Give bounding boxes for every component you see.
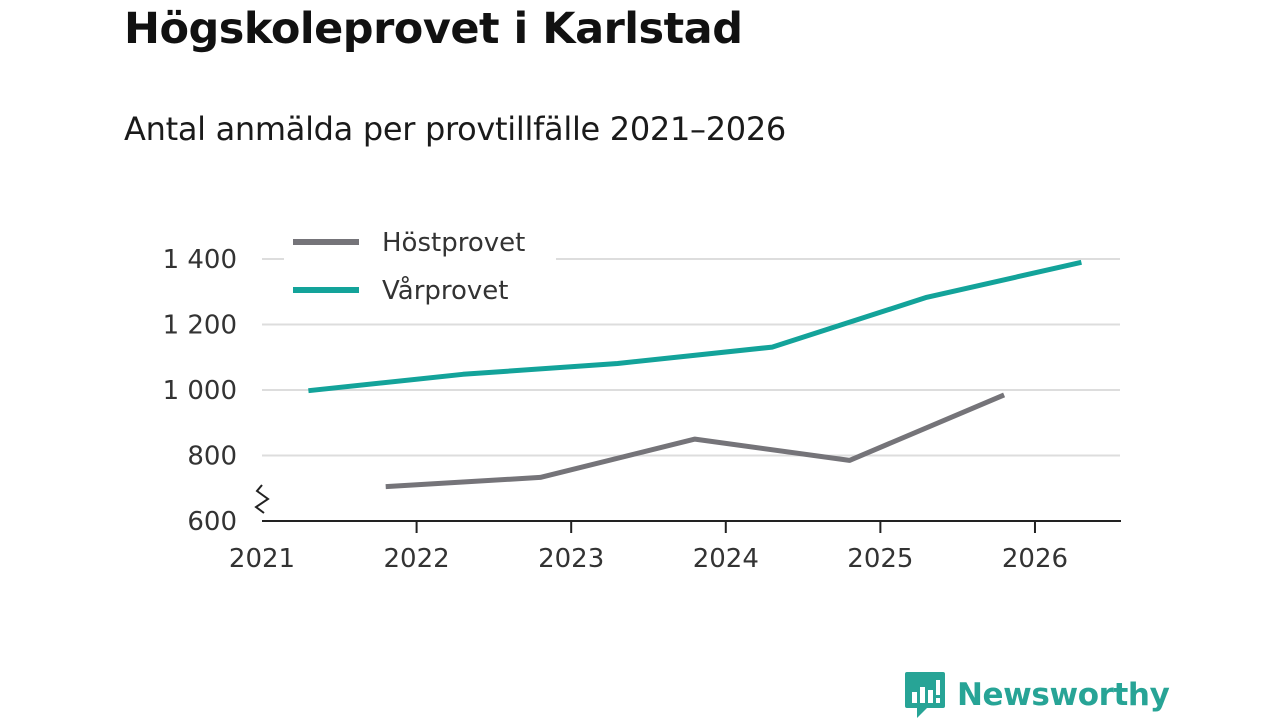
legend-background [284,222,556,312]
y-tick-label-1400: 1 400 [163,245,237,275]
x-tick-label-2021: 2021 [229,544,295,574]
series-line-varprovet [308,259,1082,394]
brand-name: Newsworthy [957,677,1170,713]
x-tick-label-2022: 2022 [384,544,450,574]
y-axis-break-icon [254,484,270,514]
y-tick-label-800: 800 [187,442,237,472]
series-line-hostprovet [385,392,1006,490]
y-tick-label-1200: 1 200 [163,311,237,341]
chart-title: Högskoleprovet i Karlstad [124,4,743,54]
legend: Höstprovet Vårprovet [284,222,556,312]
x-tick-label-2024: 2024 [693,544,759,574]
y-tick-label-600: 600 [187,507,237,537]
legend-label-varprovet: Vårprovet [382,275,509,306]
axes: 600 800 1 000 1 200 1 400 2021 2022 2023 2024 202… [163,245,1121,574]
brand-logo: Newsworthy [903,670,1170,720]
chart-subtitle: Antal anmälda per provtillfälle 2021–202… [124,110,786,148]
y-tick-label-1000: 1 000 [163,376,237,406]
newsworthy-logo-icon [905,672,945,718]
legend-label-hostprovet: Höstprovet [382,228,525,258]
x-tick-label-2023: 2023 [538,544,604,574]
x-tick-label-2025: 2025 [847,544,913,574]
series-lines [308,259,1082,490]
x-tick-label-2026: 2026 [1002,544,1068,574]
